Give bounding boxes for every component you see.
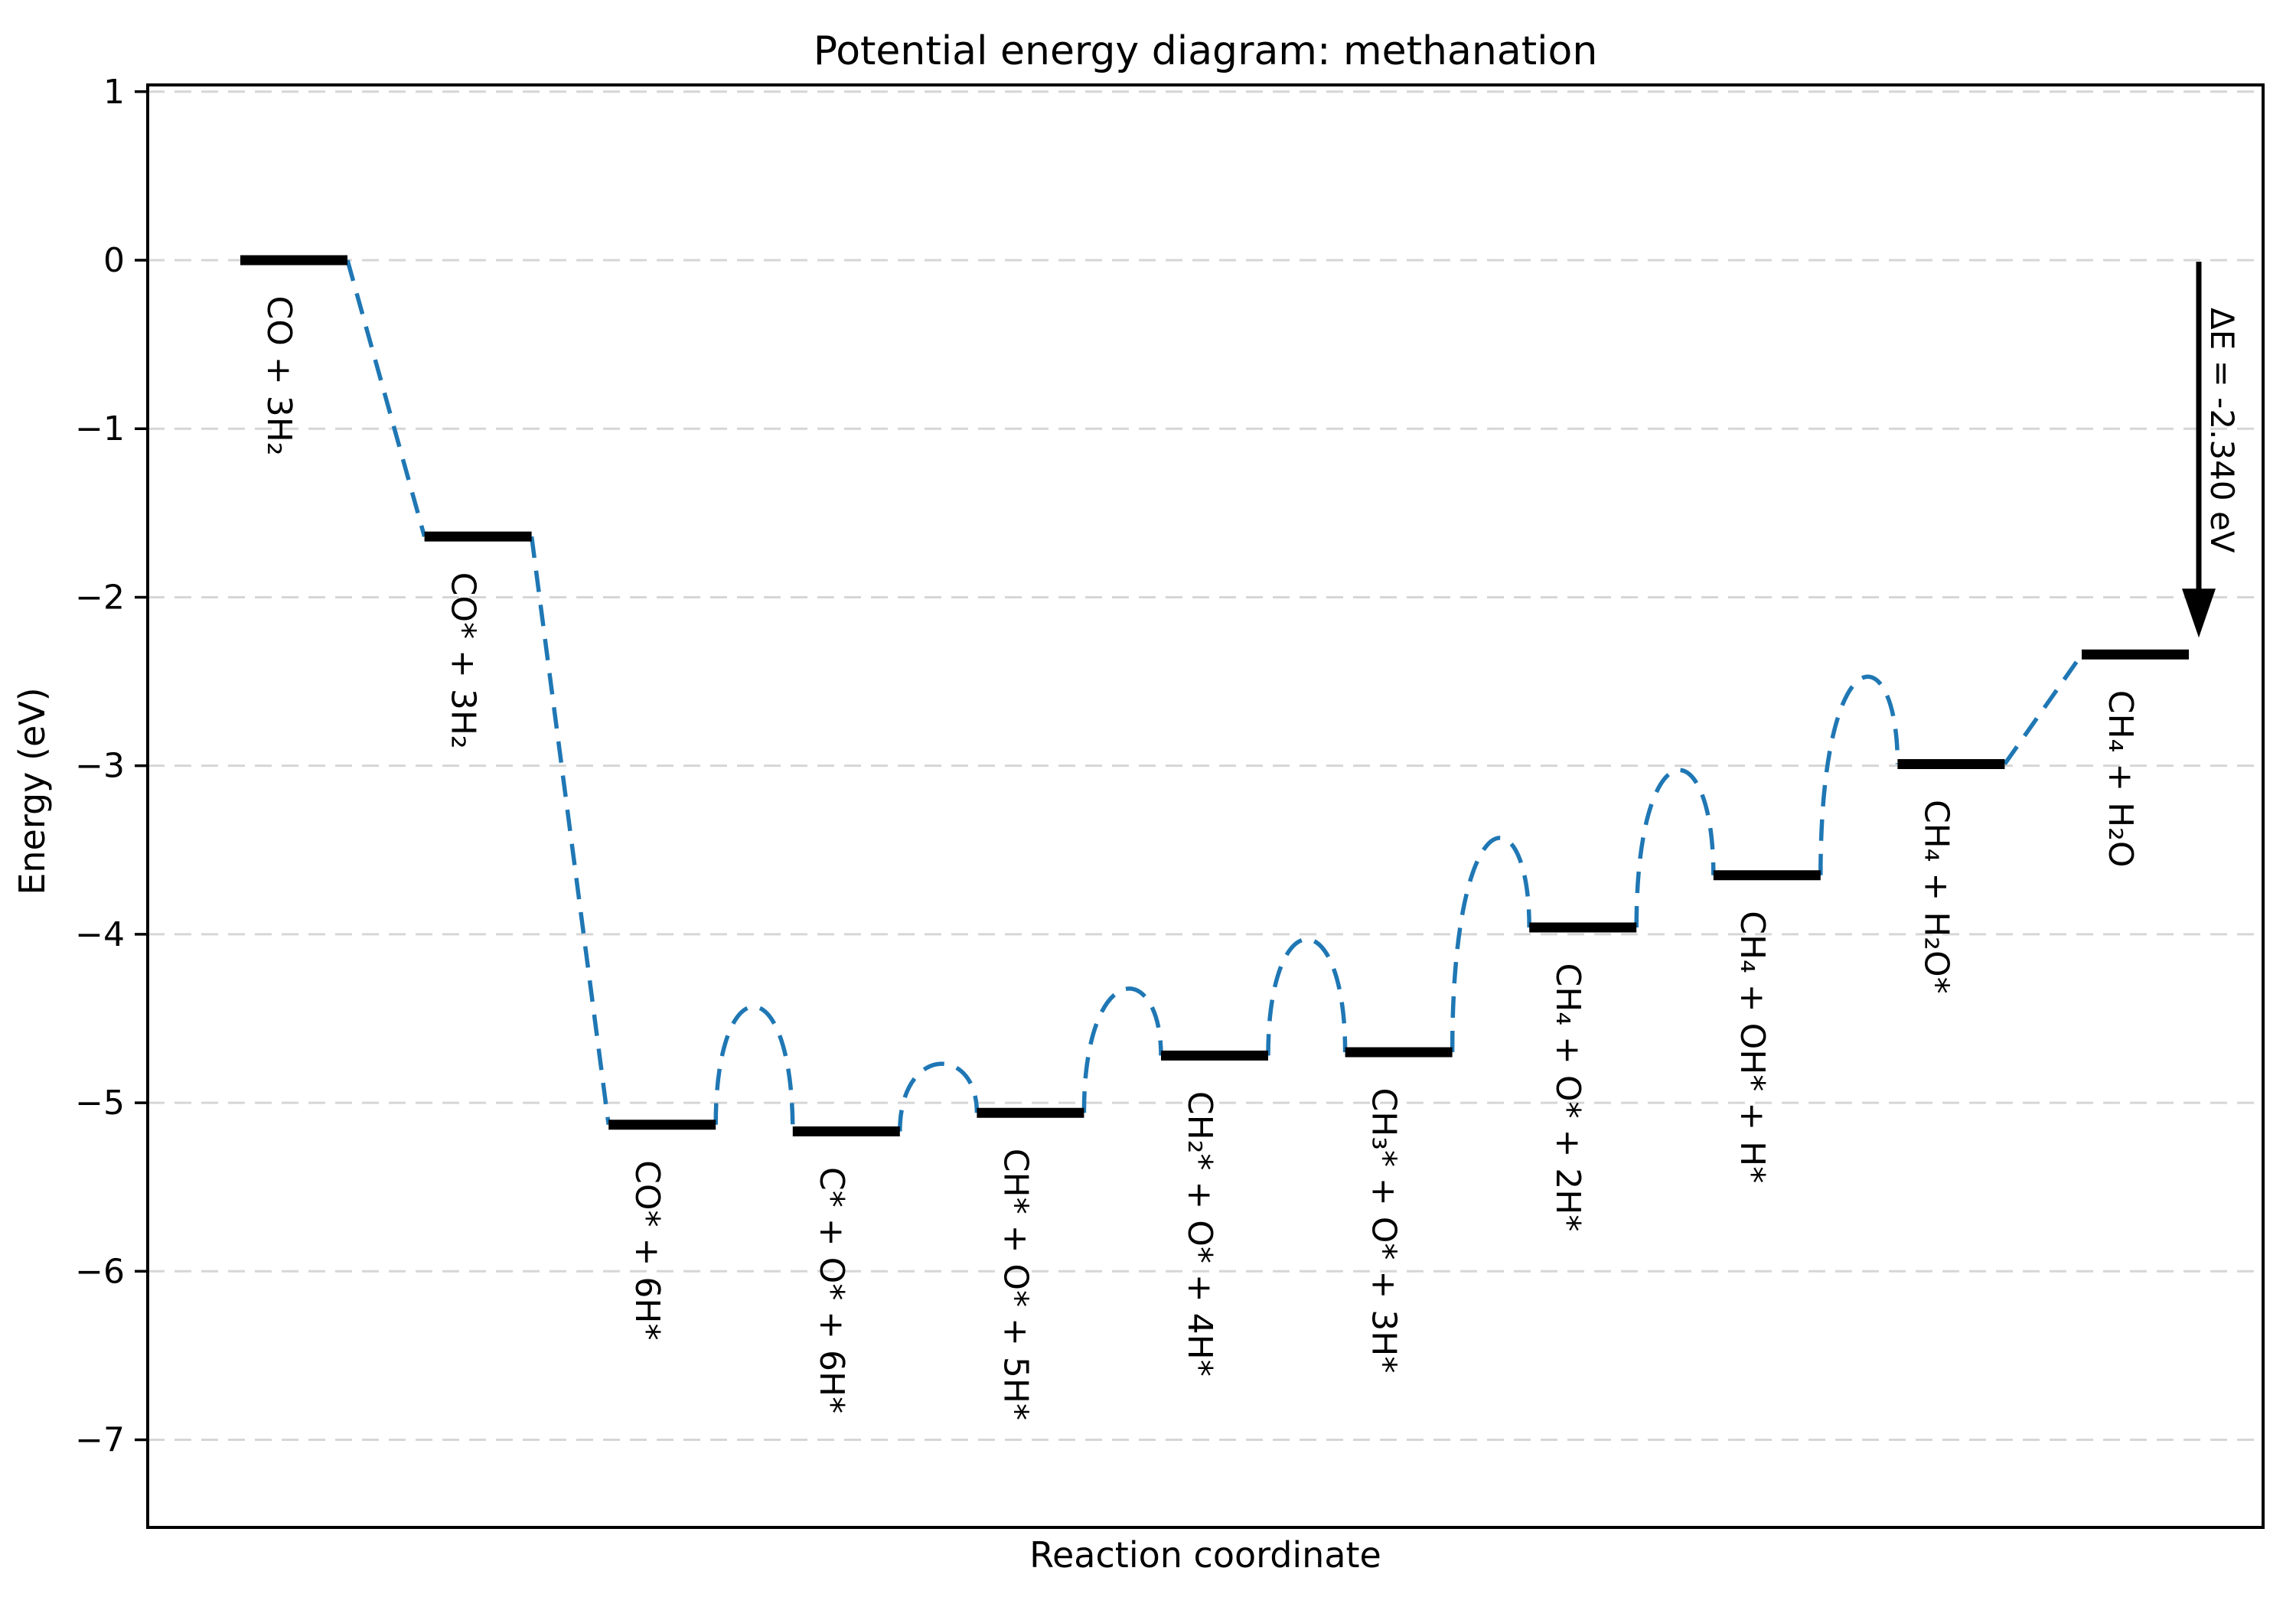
barrier-curve [898,1061,980,1132]
y-tick-label: 0 [103,241,125,280]
plot-content: CO + 3H₂ CO* + 3H₂ CO* + 6H* C* + O* + 6H* C… [75,73,2263,1459]
x-axis-label: Reaction coordinate [1029,1534,1381,1576]
barrier-curve [1450,836,1531,1053]
y-tick-label: −4 [75,915,125,954]
barrier-curve [1081,986,1163,1113]
step-connector-line [345,259,427,537]
delta-e-arrow-head [2182,588,2216,638]
barrier-curve [1818,674,1900,875]
level-label: CH* + O* + 5H* [996,1149,1035,1420]
level-label: CH₃* + O* + 3H* [1365,1088,1404,1374]
y-tick-label: −7 [75,1420,125,1459]
level-label: CH₄ + H₂O [2101,690,2140,868]
step-connector-line [529,536,611,1126]
level-label: CH₄ + O* + 2H* [1548,963,1587,1232]
level-label: CO* + 6H* [628,1160,667,1340]
barrier-curve [1266,937,1348,1056]
level-label: CH₄ + OH* + H* [1733,911,1772,1183]
level-label: CO* + 3H₂ [444,572,483,749]
y-tick-label: 1 [103,73,125,112]
y-tick-label: −6 [75,1252,125,1291]
step-connector-line [2003,653,2084,766]
level-label: C* + O* + 6H* [812,1167,851,1413]
level-label: CH₂* + O* + 4H* [1180,1091,1219,1377]
delta-e-annotation: ΔE = -2.340 eV [2203,308,2241,553]
barrier-curve [713,1004,795,1132]
y-tick-label: −2 [75,578,125,617]
y-tick-label: −1 [75,409,125,448]
y-tick-label: −3 [75,747,125,786]
chart-title: Potential energy diagram: methanation [814,28,1598,74]
y-axis-label: Energy (eV) [11,687,53,895]
plot-border [146,83,2265,1529]
y-tick-label: −5 [75,1084,125,1123]
level-label: CH₄ + H₂O* [1916,800,1955,994]
barrier-curve [1634,768,1716,928]
level-label: CO + 3H₂ [259,296,298,456]
